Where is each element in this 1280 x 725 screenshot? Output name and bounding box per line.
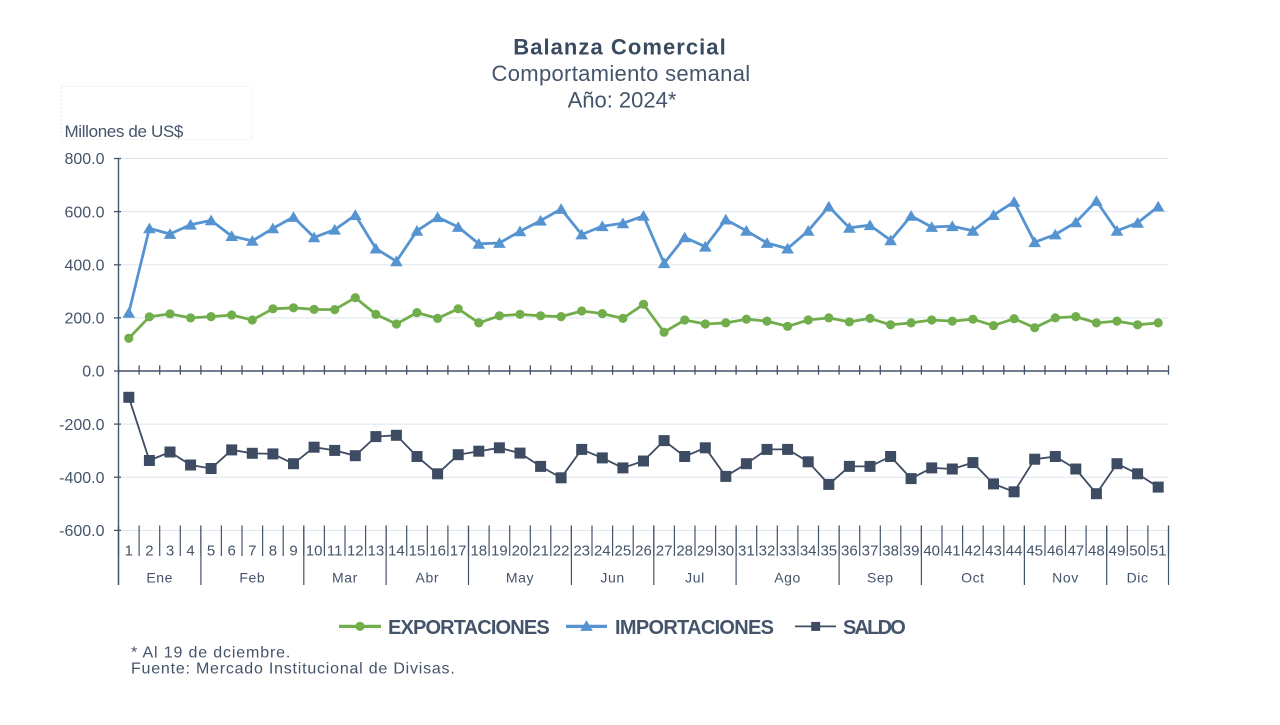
svg-text:43: 43	[985, 543, 1002, 560]
svg-text:1: 1	[125, 543, 133, 560]
svg-text:Mar: Mar	[332, 570, 358, 586]
svg-text:14: 14	[388, 543, 405, 560]
svg-text:4: 4	[186, 543, 194, 560]
svg-text:10: 10	[306, 543, 323, 560]
svg-text:35: 35	[820, 543, 837, 560]
svg-text:Jul: Jul	[685, 570, 705, 586]
svg-text:32: 32	[759, 543, 776, 560]
svg-text:21: 21	[532, 543, 549, 560]
svg-text:IMPORTACIONES: IMPORTACIONES	[615, 617, 774, 639]
svg-text:Nov: Nov	[1052, 570, 1079, 586]
svg-text:0.0: 0.0	[82, 364, 104, 381]
svg-text:49: 49	[1109, 543, 1126, 560]
svg-text:3: 3	[166, 543, 174, 560]
svg-text:19: 19	[491, 543, 508, 560]
svg-text:Ene: Ene	[146, 570, 173, 586]
svg-text:44: 44	[1006, 543, 1023, 560]
svg-text:Oct: Oct	[961, 570, 985, 586]
svg-text:EXPORTACIONES: EXPORTACIONES	[388, 617, 549, 639]
svg-text:39: 39	[903, 543, 920, 560]
svg-text:50: 50	[1129, 543, 1146, 560]
svg-text:Comportamiento semanal: Comportamiento semanal	[492, 61, 751, 86]
svg-text:36: 36	[841, 543, 858, 560]
svg-text:41: 41	[944, 543, 961, 560]
svg-text:-400.0: -400.0	[59, 470, 104, 487]
svg-text:40: 40	[923, 543, 940, 560]
svg-text:45: 45	[1026, 543, 1043, 560]
svg-text:17: 17	[450, 543, 467, 560]
svg-text:-600.0: -600.0	[59, 523, 104, 540]
svg-text:30: 30	[717, 543, 734, 560]
svg-text:20: 20	[512, 543, 529, 560]
svg-text:22: 22	[553, 543, 570, 560]
svg-text:28: 28	[676, 543, 693, 560]
svg-text:800.0: 800.0	[64, 151, 104, 168]
svg-text:5: 5	[207, 543, 215, 560]
svg-text:38: 38	[882, 543, 899, 560]
svg-text:600.0: 600.0	[64, 204, 104, 221]
svg-text:51: 51	[1150, 543, 1167, 560]
svg-text:Fuente: Mercado Institucional: Fuente: Mercado Institucional de Divisas…	[131, 660, 456, 677]
svg-text:48: 48	[1088, 543, 1105, 560]
svg-text:34: 34	[800, 543, 817, 560]
svg-text:May: May	[506, 570, 534, 586]
svg-text:Balanza Comercial: Balanza Comercial	[513, 35, 727, 60]
svg-text:16: 16	[429, 543, 446, 560]
svg-text:37: 37	[862, 543, 879, 560]
svg-text:SALDO: SALDO	[843, 617, 905, 639]
svg-text:33: 33	[779, 543, 796, 560]
svg-text:6: 6	[228, 543, 236, 560]
svg-text:2: 2	[145, 543, 153, 560]
svg-text:13: 13	[368, 543, 385, 560]
svg-text:15: 15	[409, 543, 426, 560]
svg-text:46: 46	[1047, 543, 1064, 560]
svg-text:Año: 2024*: Año: 2024*	[568, 88, 677, 113]
svg-text:9: 9	[289, 543, 297, 560]
svg-text:Ago: Ago	[774, 570, 801, 586]
svg-text:8: 8	[269, 543, 277, 560]
svg-text:23: 23	[573, 543, 590, 560]
svg-text:Millones de US$: Millones de US$	[65, 122, 184, 141]
svg-text:26: 26	[635, 543, 652, 560]
svg-text:200.0: 200.0	[64, 311, 104, 328]
svg-text:27: 27	[656, 543, 673, 560]
svg-text:29: 29	[697, 543, 714, 560]
svg-text:42: 42	[965, 543, 982, 560]
svg-text:24: 24	[594, 543, 611, 560]
svg-text:Feb: Feb	[239, 570, 265, 586]
svg-text:Sep: Sep	[867, 570, 894, 586]
svg-text:18: 18	[470, 543, 487, 560]
svg-text:* Al 19 de dciembre.: * Al 19 de dciembre.	[131, 644, 291, 661]
svg-text:31: 31	[738, 543, 755, 560]
svg-text:47: 47	[1067, 543, 1084, 560]
svg-text:-200.0: -200.0	[59, 417, 104, 434]
svg-text:400.0: 400.0	[64, 258, 104, 275]
svg-text:25: 25	[615, 543, 632, 560]
svg-text:Jun: Jun	[600, 570, 624, 586]
svg-text:11: 11	[327, 543, 343, 560]
svg-text:7: 7	[248, 543, 256, 560]
svg-text:12: 12	[347, 543, 364, 560]
svg-text:Dic: Dic	[1127, 570, 1149, 586]
svg-text:Abr: Abr	[416, 570, 440, 586]
